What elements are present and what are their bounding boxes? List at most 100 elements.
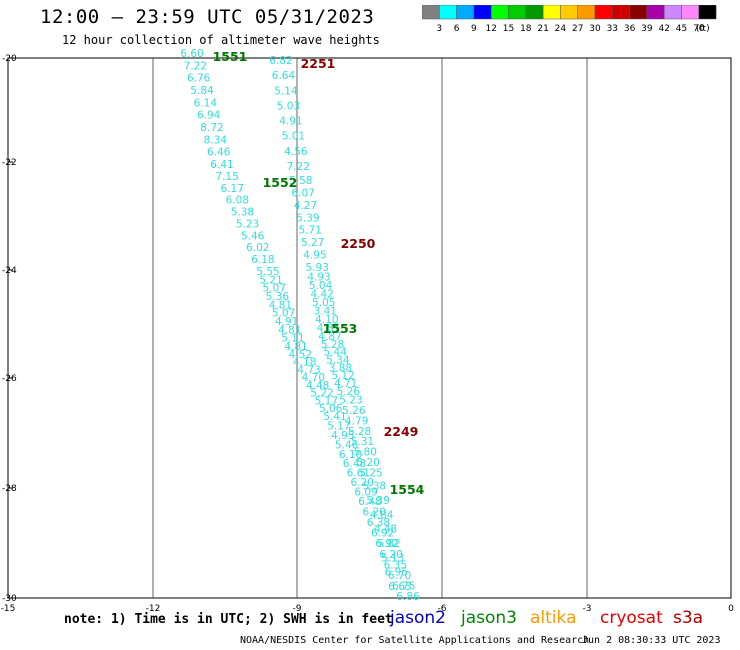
pass-number-label: 2249	[384, 424, 419, 439]
wave-height-value: 5.46	[335, 439, 359, 451]
wave-height-value: 4.91	[279, 116, 302, 128]
wave-height-value: 4.81	[284, 341, 307, 353]
legend-label: 33	[607, 24, 618, 34]
legend-label: 9	[471, 24, 477, 34]
wave-height-value: 5.23	[236, 218, 259, 230]
wave-height-value: 5.07	[263, 283, 286, 295]
wave-height-value: 6.10	[339, 449, 362, 461]
wave-height-value: 5.80	[354, 447, 377, 459]
wave-height-value: 6.60	[180, 48, 203, 60]
wave-height-value: 5.34	[326, 354, 350, 366]
wave-height-value: 6.70	[388, 570, 411, 582]
wave-height-value: 5.20	[356, 457, 379, 469]
wave-height-value: 4.56	[284, 146, 308, 158]
wave-height-value: 5.26	[342, 405, 366, 417]
wave-height-value: 4.70	[302, 372, 325, 384]
lon-label: -9	[293, 604, 302, 612]
legend-label: 70	[693, 24, 705, 34]
wave-height-value: 7.15	[215, 171, 238, 183]
wave-height-value: 6.07	[291, 188, 314, 200]
wave-height-value: 6.94	[197, 110, 221, 122]
map-subtitle: 12 hour collection of altimeter wave hei…	[62, 33, 380, 47]
satellite-name: jason2	[390, 608, 446, 628]
wave-height-value: 5.28	[348, 426, 371, 438]
wave-height-value: 6.92	[375, 538, 398, 550]
track-b: 6.82 6.64 5.14 5.03 4.91 5.01 4.56 7.22 5.586.07…	[269, 55, 411, 593]
lat-label: -30	[2, 594, 17, 604]
wave-height-value: 6.48	[343, 458, 366, 470]
lat-label: -28	[2, 484, 17, 494]
lon-label: -3	[583, 604, 592, 612]
wave-height-value: 5.11	[281, 333, 304, 345]
pass-number-label: 1554	[390, 482, 425, 497]
wave-height-value: 5.04	[309, 280, 333, 292]
wave-height-value: 4.91	[275, 316, 298, 328]
wave-height-value: 4.81	[278, 324, 301, 336]
wave-height-value: 5.06	[319, 403, 343, 415]
satellite-name: cryosat	[600, 608, 663, 628]
wave-height-value: 6.63	[388, 581, 411, 593]
legend-label: 30	[589, 24, 601, 34]
wave-height-value: 5.28	[321, 339, 344, 351]
pass-number-label: 1552	[263, 175, 298, 190]
lon-label: -15	[1, 604, 16, 612]
wave-height-value: 6.64	[272, 70, 296, 82]
wave-height-value: 4.85	[317, 323, 340, 335]
lon-label: -12	[146, 604, 161, 612]
wave-height-value: 6.08	[226, 195, 249, 207]
wave-height-value: 5.05	[312, 297, 335, 309]
wave-height-value: 4.48	[374, 524, 397, 536]
map-title: 12:00 — 23:59 UTC 05/31/2023	[40, 6, 375, 28]
legend-label: 45	[676, 24, 687, 34]
wave-height-value: 7.22	[287, 161, 310, 173]
wave-height-value: 4.18	[293, 357, 316, 369]
legend-label: 18	[520, 24, 532, 34]
wave-height-value: 6.14	[194, 97, 218, 109]
satellite-name: altika	[530, 608, 577, 628]
wave-height-value: 4.81	[269, 299, 292, 311]
wave-height-value: 7.22	[184, 60, 207, 72]
wave-height-value: 5.01	[282, 131, 305, 143]
wave-height-value: 5.39	[296, 212, 319, 224]
wave-height-value: 3.41	[314, 306, 337, 318]
pass-number-label: 2250	[341, 236, 376, 251]
legend-label: 36	[624, 24, 636, 34]
legend-label: 15	[503, 24, 514, 34]
lat-label: -26	[2, 374, 17, 384]
wave-height-value: 4.73	[297, 364, 320, 376]
wave-height-value: 5.71	[298, 225, 321, 237]
wave-height-value: 5.03	[277, 100, 300, 112]
legend-label: 12	[485, 24, 496, 34]
wave-height-value: 5.26	[337, 386, 361, 398]
legend-label: 24	[555, 24, 567, 34]
wave-height-value: 8.72	[200, 122, 223, 134]
wave-height-value: 6.92	[371, 528, 394, 540]
legend-label: 6	[454, 24, 460, 34]
wave-height-value: 5.14	[274, 85, 298, 97]
wave-height-value: 6.75	[392, 580, 415, 592]
wave-height-value: 4.71	[334, 378, 357, 390]
wave-height-value: 6.20	[363, 507, 386, 519]
wave-height-value: 5.07	[272, 308, 295, 320]
wave-height-value: 5.93	[306, 262, 329, 274]
legend-label: 27	[572, 24, 583, 34]
wave-height-value: 4.10	[315, 314, 338, 326]
legend-swatch	[698, 5, 717, 20]
lat-label: -20	[2, 54, 17, 64]
wave-height-value: 4.48	[306, 380, 329, 392]
wave-height-value: 5.39	[366, 495, 389, 507]
wave-height-value: 5.41	[323, 411, 346, 423]
wave-height-value: 5.38	[363, 481, 386, 493]
wave-height-value: 5.84	[190, 85, 214, 97]
legend-label: 21	[537, 24, 548, 34]
wave-height-value: 6.17	[221, 183, 244, 195]
lat-label: -24	[2, 266, 17, 276]
wave-height-value: 6.09	[354, 487, 377, 499]
wave-height-value: 6.18	[251, 254, 274, 266]
wave-height-value: 5.17	[327, 420, 350, 432]
wave-height-value: 5.21	[259, 274, 282, 286]
wave-height-value: 6.82	[269, 55, 292, 67]
pass-number-label: 1553	[323, 321, 358, 336]
wave-height-value: 6.61	[347, 468, 370, 480]
wave-height-value: 5.82	[377, 538, 400, 550]
